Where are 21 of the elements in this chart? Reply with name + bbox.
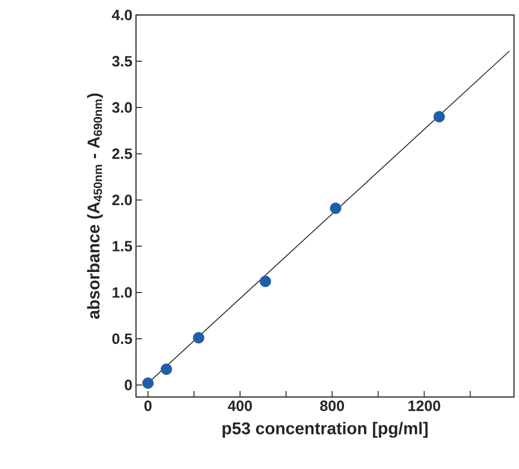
y-tick-label: 3.5: [112, 56, 132, 67]
point: [260, 276, 272, 288]
x-tick-label: 0: [144, 400, 152, 412]
y-tick-label: 1.5: [112, 241, 132, 252]
y-axis-title: absorbance (A$_{450nm}$ - A$_{690nm}$): [87, 93, 103, 319]
y-tick-label: 1.0: [112, 287, 132, 298]
point: [330, 202, 342, 214]
x-tick-label: 1200: [408, 400, 440, 412]
y-tick-label: 2.5: [112, 148, 132, 160]
y-tick-label: 0.5: [112, 333, 132, 344]
x-axis-title: p53 concentration [pg/ml]: [222, 422, 428, 438]
y-tick-label: 3.0: [112, 102, 132, 113]
x-tick-label: 400: [228, 400, 252, 412]
y-tick-label: 2.0: [112, 194, 132, 206]
point: [192, 332, 204, 344]
point: [433, 111, 445, 122]
y-tick-label: 4.0: [112, 10, 132, 20]
point: [142, 377, 154, 389]
y-tick-label: 0: [124, 380, 132, 390]
point: [160, 364, 172, 375]
x-tick-label: 800: [320, 400, 344, 412]
